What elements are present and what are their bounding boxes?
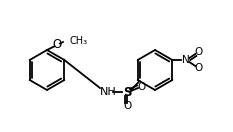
- Text: O: O: [52, 39, 62, 51]
- Text: N: N: [182, 55, 190, 65]
- Text: CH₃: CH₃: [70, 36, 88, 46]
- Text: O: O: [194, 63, 202, 73]
- Text: NH: NH: [100, 87, 116, 97]
- Text: O: O: [123, 101, 131, 111]
- Text: S: S: [123, 86, 131, 98]
- Text: O: O: [194, 47, 202, 57]
- Text: O: O: [137, 82, 145, 92]
